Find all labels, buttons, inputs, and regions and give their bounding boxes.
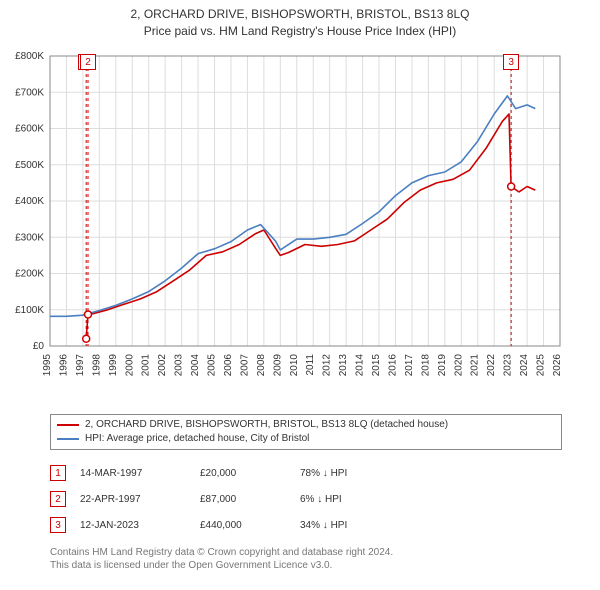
svg-text:2025: 2025 bbox=[536, 354, 547, 377]
svg-text:£600K: £600K bbox=[15, 124, 44, 135]
legend-item-hpi: HPI: Average price, detached house, City… bbox=[57, 432, 555, 446]
legend-label-hpi: HPI: Average price, detached house, City… bbox=[85, 432, 309, 446]
title-subtitle: Price paid vs. HM Land Registry's House … bbox=[0, 23, 600, 40]
svg-text:2018: 2018 bbox=[420, 354, 431, 377]
svg-text:2017: 2017 bbox=[404, 354, 415, 377]
svg-text:£700K: £700K bbox=[15, 87, 44, 98]
svg-text:2023: 2023 bbox=[503, 354, 514, 377]
event-num-1: 1 bbox=[50, 465, 66, 481]
event-num-3: 3 bbox=[50, 517, 66, 533]
svg-text:2016: 2016 bbox=[387, 354, 398, 377]
event-row-3: 3 12-JAN-2023 £440,000 34% ↓ HPI bbox=[50, 512, 550, 538]
event-date-1: 14-MAR-1997 bbox=[80, 468, 200, 479]
footnote: Contains HM Land Registry data © Crown c… bbox=[50, 546, 550, 572]
event-delta-1: 78% ↓ HPI bbox=[300, 468, 390, 479]
svg-text:2010: 2010 bbox=[289, 354, 300, 377]
svg-text:2013: 2013 bbox=[338, 354, 349, 377]
svg-text:2011: 2011 bbox=[305, 354, 316, 376]
svg-text:2022: 2022 bbox=[486, 354, 497, 377]
svg-text:2021: 2021 bbox=[470, 354, 481, 377]
legend-label-property: 2, ORCHARD DRIVE, BISHOPSWORTH, BRISTOL,… bbox=[85, 418, 448, 432]
event-delta-3: 34% ↓ HPI bbox=[300, 520, 390, 531]
svg-text:£500K: £500K bbox=[15, 160, 44, 171]
svg-text:£0: £0 bbox=[33, 341, 45, 352]
chart-titles: 2, ORCHARD DRIVE, BISHOPSWORTH, BRISTOL,… bbox=[0, 0, 600, 40]
svg-text:1998: 1998 bbox=[91, 354, 102, 377]
svg-text:2007: 2007 bbox=[239, 354, 250, 377]
svg-text:2012: 2012 bbox=[322, 354, 333, 377]
chart-marker-2: 2 bbox=[80, 54, 96, 70]
event-price-2: £87,000 bbox=[200, 494, 300, 505]
legend-swatch-hpi bbox=[57, 438, 79, 440]
footnote-line1: Contains HM Land Registry data © Crown c… bbox=[50, 546, 550, 559]
svg-text:£800K: £800K bbox=[15, 51, 44, 62]
svg-text:1997: 1997 bbox=[75, 354, 86, 377]
event-price-1: £20,000 bbox=[200, 468, 300, 479]
svg-text:2004: 2004 bbox=[190, 354, 201, 377]
svg-text:2001: 2001 bbox=[141, 354, 152, 377]
legend-swatch-property bbox=[57, 424, 79, 426]
svg-text:2005: 2005 bbox=[207, 354, 218, 377]
legend-item-property: 2, ORCHARD DRIVE, BISHOPSWORTH, BRISTOL,… bbox=[57, 418, 555, 432]
svg-text:2008: 2008 bbox=[256, 354, 267, 377]
event-row-2: 2 22-APR-1997 £87,000 6% ↓ HPI bbox=[50, 486, 550, 512]
chart-svg: £0 £100K £200K £300K £400K £500K £600K £700K £80… bbox=[0, 46, 600, 406]
event-row-1: 1 14-MAR-1997 £20,000 78% ↓ HPI bbox=[50, 460, 550, 486]
svg-text:2006: 2006 bbox=[223, 354, 234, 377]
footnote-line2: This data is licensed under the Open Gov… bbox=[50, 559, 550, 572]
event-date-2: 22-APR-1997 bbox=[80, 494, 200, 505]
svg-text:2002: 2002 bbox=[157, 354, 168, 377]
chart-marker-3: 3 bbox=[503, 54, 519, 70]
svg-text:1999: 1999 bbox=[108, 354, 119, 377]
event-date-3: 12-JAN-2023 bbox=[80, 520, 200, 531]
events-table: 1 14-MAR-1997 £20,000 78% ↓ HPI 2 22-APR… bbox=[50, 460, 550, 538]
svg-text:£300K: £300K bbox=[15, 232, 44, 243]
svg-text:2015: 2015 bbox=[371, 354, 382, 377]
svg-text:2000: 2000 bbox=[124, 354, 135, 377]
chart-area: £0 £100K £200K £300K £400K £500K £600K £700K £80… bbox=[0, 46, 600, 406]
title-address: 2, ORCHARD DRIVE, BISHOPSWORTH, BRISTOL,… bbox=[0, 6, 600, 23]
svg-text:2014: 2014 bbox=[355, 354, 366, 377]
svg-text:2019: 2019 bbox=[437, 354, 448, 377]
event-num-2: 2 bbox=[50, 491, 66, 507]
svg-text:£400K: £400K bbox=[15, 196, 44, 207]
svg-text:£200K: £200K bbox=[15, 269, 44, 280]
svg-text:1995: 1995 bbox=[42, 354, 53, 377]
event-delta-2: 6% ↓ HPI bbox=[300, 494, 390, 505]
svg-text:1996: 1996 bbox=[58, 354, 69, 377]
svg-text:2020: 2020 bbox=[453, 354, 464, 377]
event-price-3: £440,000 bbox=[200, 520, 300, 531]
svg-text:2026: 2026 bbox=[552, 354, 563, 377]
svg-text:2003: 2003 bbox=[174, 354, 185, 377]
svg-text:2024: 2024 bbox=[519, 354, 530, 377]
svg-text:£100K: £100K bbox=[15, 305, 44, 316]
svg-text:2009: 2009 bbox=[272, 354, 283, 377]
legend: 2, ORCHARD DRIVE, BISHOPSWORTH, BRISTOL,… bbox=[50, 414, 562, 450]
